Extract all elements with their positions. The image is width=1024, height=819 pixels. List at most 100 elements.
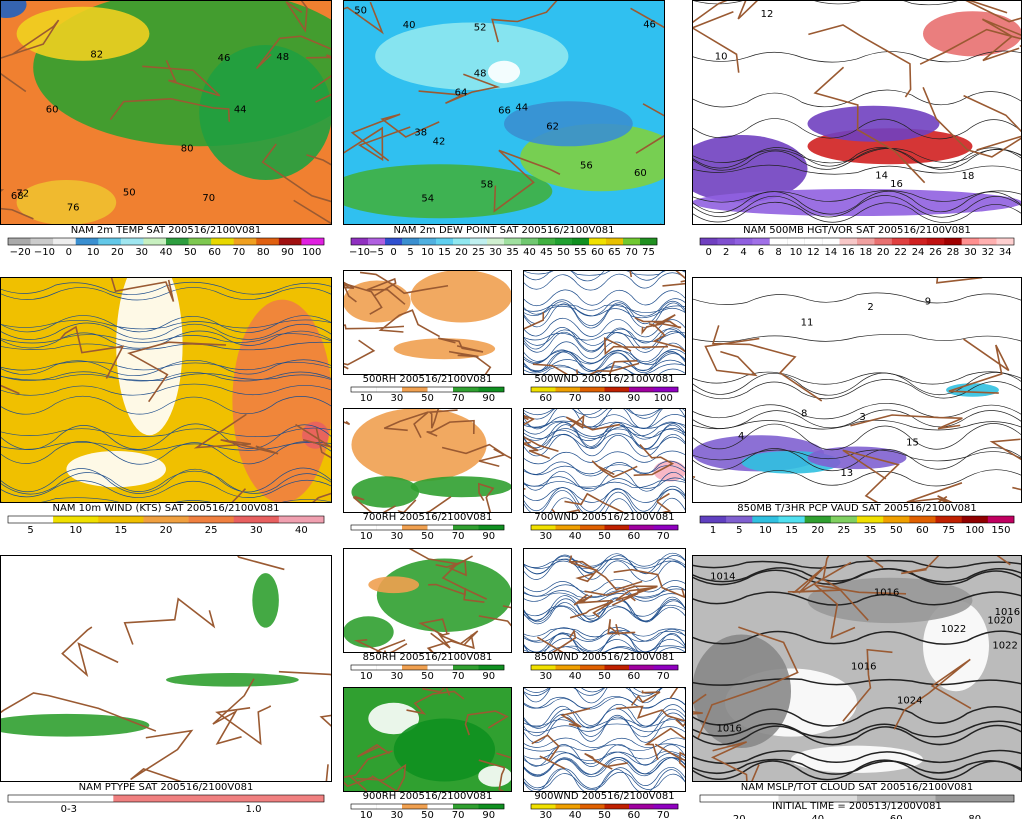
colorbar-frame [530, 664, 679, 671]
colorbar-label: 30 [539, 671, 552, 682]
state-border [656, 492, 672, 513]
map-fill [16, 180, 117, 225]
streamline [523, 420, 686, 429]
weather-panel: 44 46 48 50 60 68 70 72 76 80 82 NAM 2m TEMP SAT 20… [0, 0, 332, 258]
colorbar-frame [350, 237, 658, 246]
colorbar-label: 8 [775, 247, 781, 258]
colorbar-cell [7, 794, 114, 803]
colorbar-cell [804, 237, 823, 246]
colorbar-cell [555, 804, 581, 809]
colorbar-cell [769, 237, 788, 246]
map-frame [343, 270, 512, 375]
colorbar-cell [278, 238, 302, 245]
colorbar-cell [629, 804, 654, 809]
map-frame [343, 687, 512, 792]
state-border [110, 277, 175, 302]
colorbar-label: 90 [628, 393, 641, 404]
colorbar-cell [531, 665, 556, 670]
colorbar-cell [350, 803, 377, 810]
colorbar-label: 0 [390, 247, 396, 258]
state-border [353, 638, 387, 653]
map-fill [376, 558, 512, 632]
colorbar-cell [113, 795, 219, 802]
panel-caption: NAM 2m DEW POINT SAT 200516/2100V081 [394, 225, 615, 236]
colorbar-cell [143, 516, 189, 523]
colorbar-cell [961, 516, 989, 523]
state-border [366, 277, 406, 305]
contour-label: 1016 [995, 607, 1020, 618]
contour-label: 13 [840, 468, 853, 479]
streamline [523, 631, 686, 653]
colorbar-cell [629, 665, 654, 670]
map-frame [523, 548, 686, 653]
contour-line [692, 419, 1022, 431]
state-border [448, 350, 492, 375]
contour-label: 38 [414, 128, 427, 139]
state-border [607, 619, 636, 636]
map-fill [504, 101, 633, 147]
streamline [523, 305, 686, 319]
streamline [523, 408, 686, 420]
colorbar-label: 20 [160, 525, 173, 536]
contour-line [692, 148, 1022, 164]
colorbar-label: 50 [421, 531, 434, 542]
state-border [478, 759, 507, 792]
contour-line [692, 372, 1022, 396]
state-border [842, 449, 948, 503]
streamline [0, 383, 332, 396]
colorbar-label: 30 [250, 525, 263, 536]
contour-line [692, 423, 1022, 451]
colorbar-label: 10 [360, 531, 373, 542]
colorbar-cell [606, 238, 624, 245]
weather-panel: 38 40 42 44 46 48 50 52 54 56 58 60 62 64 66 NAM 2m DEW… [343, 0, 665, 258]
colorbar-cell [830, 516, 858, 523]
colorbar-cell [301, 238, 325, 245]
state-border [692, 26, 740, 73]
map-fill [116, 277, 183, 436]
contour-label: 16 [890, 179, 903, 190]
state-border [418, 73, 501, 105]
colorbar-label: 16 [842, 247, 855, 258]
state-border [59, 325, 125, 379]
state-border [675, 719, 686, 728]
state-border [350, 113, 440, 162]
colorbar-label: 40 [569, 671, 582, 682]
colorbar-cell [580, 804, 605, 809]
colorbar-label: 14 [824, 247, 837, 258]
map-fill [410, 270, 512, 323]
colorbar-label: 40 [569, 531, 582, 542]
map-frame [0, 555, 332, 782]
streamline [523, 470, 686, 492]
colorbar-cell [218, 795, 325, 802]
state-border [893, 658, 972, 730]
contour-label: 18 [962, 171, 975, 182]
state-border [407, 548, 488, 600]
map-fill [375, 22, 569, 90]
streamline [0, 441, 332, 465]
colorbar-label: 45 [540, 247, 553, 258]
colorbar-cell [653, 387, 679, 392]
colorbar-cell [478, 804, 505, 809]
contour-line [692, 195, 1022, 218]
streamline [523, 464, 686, 476]
state-border [922, 86, 1022, 158]
map-fill [0, 0, 27, 18]
colorbar-label: 60 [628, 671, 641, 682]
colorbar-label: 0-3 [61, 804, 77, 815]
colorbar-label: 55 [574, 247, 587, 258]
colorbar-label: 25 [472, 247, 485, 258]
contour-label: 76 [67, 203, 80, 214]
colorbar-cell [640, 238, 658, 245]
state-border [648, 323, 686, 354]
colorbar-label: 6 [758, 247, 764, 258]
contour-label: 12 [761, 9, 774, 20]
map [0, 277, 332, 503]
streamline [523, 349, 686, 365]
colorbar-cell [521, 238, 539, 245]
map-frame [692, 277, 1022, 503]
colorbar-label: 50 [598, 531, 611, 542]
colorbar-cell [531, 804, 556, 809]
colorbar-label: 50 [184, 247, 197, 258]
state-border [0, 19, 60, 93]
map [692, 555, 1022, 782]
